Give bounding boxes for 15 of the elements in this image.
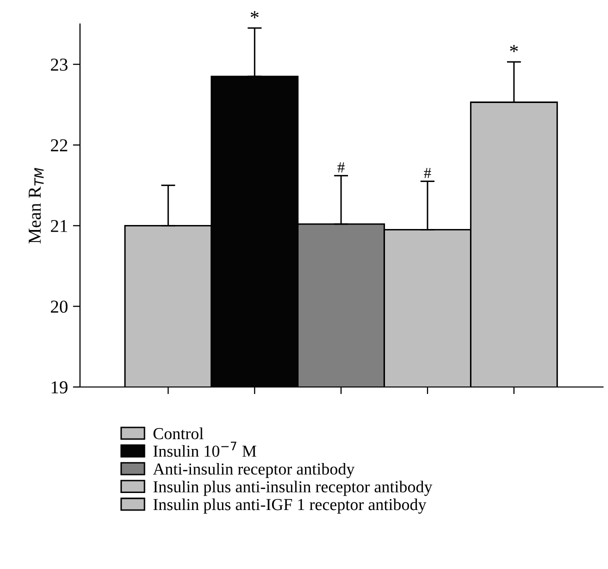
annotation: #: [424, 168, 432, 178]
y-tick-label: 20: [50, 300, 68, 313]
legend-label: Insulin plus anti-IGF 1 receptor antibody: [153, 498, 426, 514]
annotation: *: [510, 45, 518, 52]
legend-label: Anti-insulin receptor antibody: [152, 462, 355, 478]
y-tick-label: 23: [50, 58, 68, 71]
legend-label: Insulin plus anti-insulin receptor antibody: [153, 480, 432, 496]
legend-label: Insulin 10$^{−7}$ M: [153, 442, 256, 457]
annotation: #: [338, 162, 345, 172]
annotation: *: [250, 11, 259, 18]
y-axis-title: Mean R$_{TM}$: [28, 168, 44, 244]
y-tick-label: 22: [50, 139, 68, 152]
y-tick-label: 19: [52, 381, 68, 394]
y-tick-label: 21: [50, 220, 68, 232]
legend-label: Control: [154, 428, 204, 440]
